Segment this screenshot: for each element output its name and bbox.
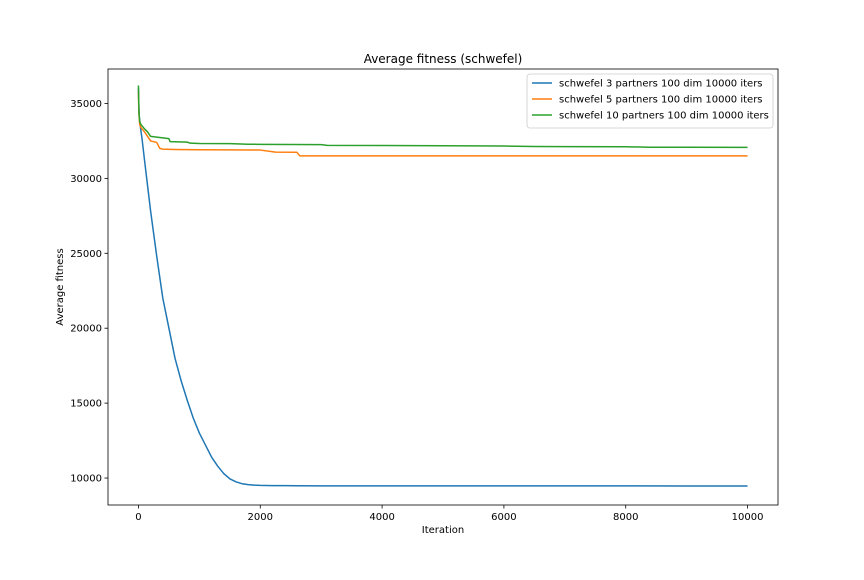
legend: schwefel 3 partners 100 dim 10000 iters s…: [526, 73, 774, 129]
series-line-1: [137, 88, 748, 487]
y-tick-label: 20000: [70, 324, 102, 335]
legend-box: [526, 73, 774, 129]
x-tick-label: 8000: [613, 512, 638, 523]
y-tick-label: 35000: [70, 99, 102, 110]
x-tick-label: 10000: [732, 512, 764, 523]
x-tick-label: 0: [135, 512, 141, 523]
x-axis-label: Iteration: [422, 525, 464, 536]
x-axis: 0 2000 4000 6000 8000 10000: [135, 505, 763, 523]
x-tick-label: 6000: [491, 512, 516, 523]
y-axis: 10000 15000 20000 25000 30000 35000: [70, 99, 108, 485]
legend-label-2: schwefel 5 partners 100 dim 10000 iters: [559, 95, 763, 106]
legend-label-3: schwefel 10 partners 100 dim 10000 iters: [559, 111, 769, 122]
legend-label-1: schwefel 3 partners 100 dim 10000 iters: [559, 79, 763, 90]
series-line-3: [137, 85, 748, 149]
y-tick-label: 30000: [70, 174, 102, 185]
x-tick-label: 2000: [248, 512, 273, 523]
y-tick-label: 10000: [70, 474, 102, 485]
series-line-2: [137, 91, 748, 157]
x-tick-label: 4000: [369, 512, 394, 523]
chart-title: Average fitness (schwefel): [364, 52, 523, 66]
y-tick-label: 15000: [70, 399, 102, 410]
y-tick-label: 25000: [70, 249, 102, 260]
y-axis-label: Average fitness: [55, 248, 66, 325]
series-layer: [137, 85, 748, 487]
plot-frame: [107, 68, 779, 506]
